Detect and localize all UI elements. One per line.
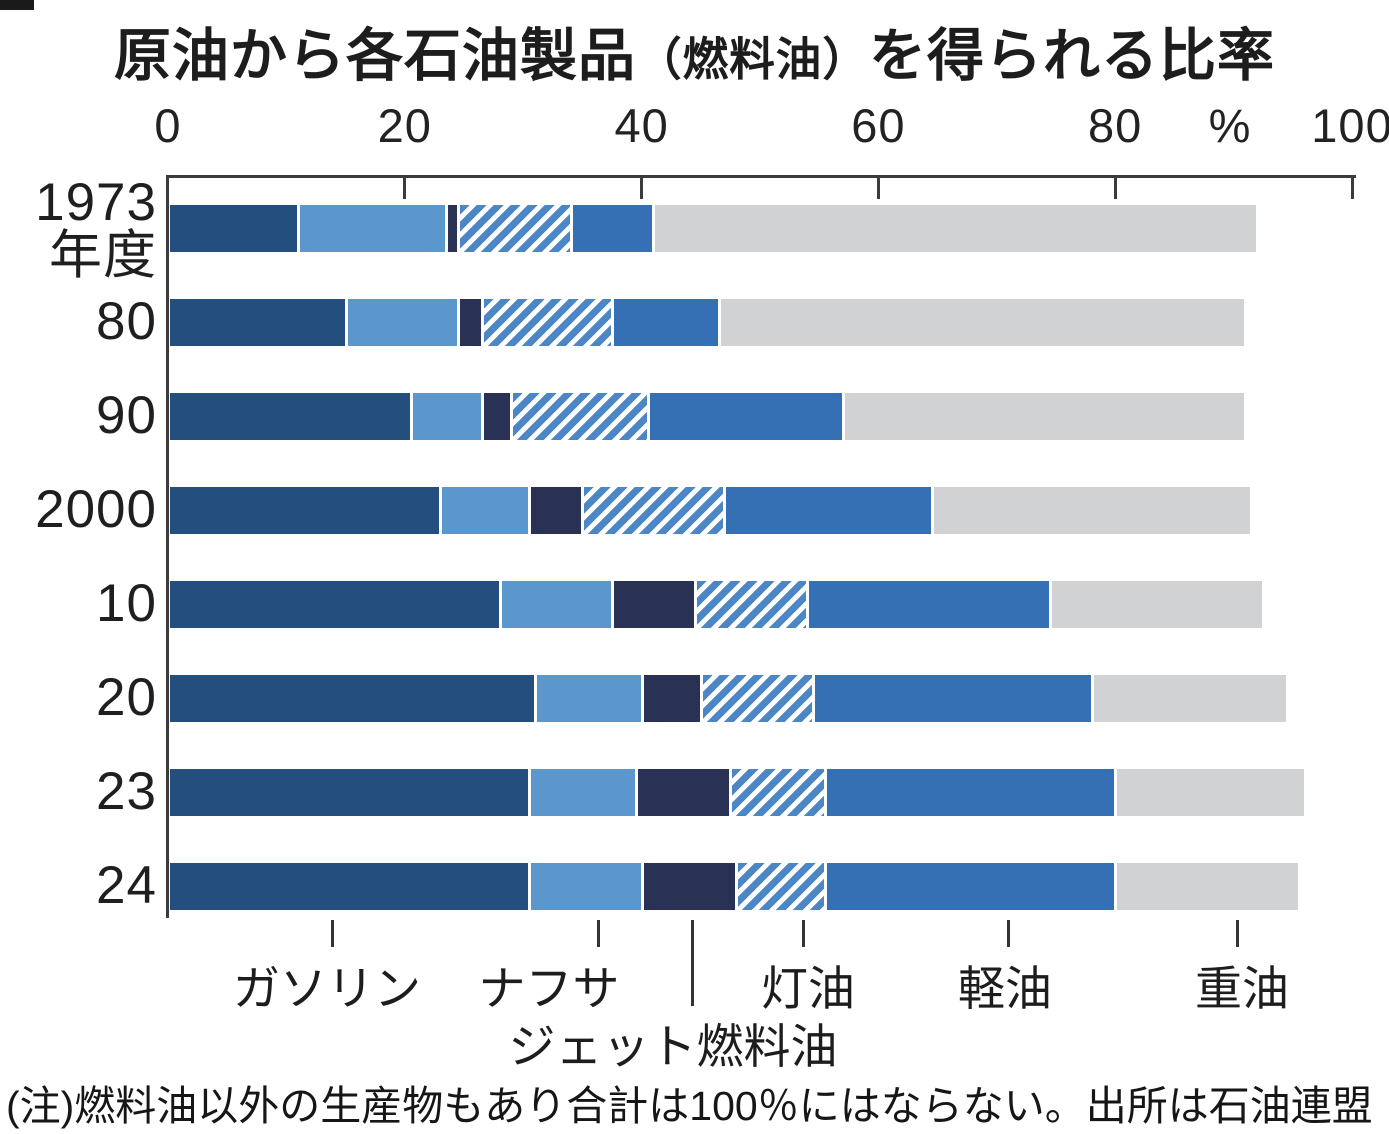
y-category-label: 1973 年度 bbox=[35, 173, 157, 285]
bar-segment-ナフサ bbox=[501, 580, 611, 628]
bar-segment-ガソリン bbox=[170, 204, 298, 252]
chart-title: 原油から各石油製品（燃料油）を得られる比率 bbox=[0, 10, 1389, 92]
x-tick-mark-20 bbox=[403, 178, 407, 199]
x-tick-label-100: 100 bbox=[1311, 99, 1389, 152]
x-tick-label-20: 20 bbox=[377, 99, 432, 152]
bar-segment-軽油 bbox=[827, 768, 1115, 816]
bar-segment-重油 bbox=[1117, 862, 1298, 910]
bar-segment-重油 bbox=[1052, 580, 1263, 628]
bar-segment-灯油 bbox=[738, 862, 825, 910]
y-axis-line bbox=[166, 175, 169, 918]
bar-segment-軽油 bbox=[726, 486, 931, 534]
y-category-label: 23 bbox=[96, 762, 157, 821]
bar-segment-ナフサ bbox=[442, 486, 529, 534]
bar-segment-軽油 bbox=[809, 580, 1050, 628]
bar-segment-ガソリン bbox=[170, 768, 529, 816]
legend-leader-軽油 bbox=[1007, 920, 1010, 947]
x-tick-label-80: 80 bbox=[1088, 99, 1143, 152]
bar-segment-ガソリン bbox=[170, 486, 440, 534]
y-category-label: 2000 bbox=[35, 480, 157, 539]
x-tick-mark-80 bbox=[1113, 178, 1117, 199]
bar-segment-ガソリン bbox=[170, 392, 410, 440]
bar-segment-ジェット燃料油 bbox=[614, 580, 694, 628]
x-tick-label-0: 0 bbox=[154, 99, 182, 152]
bar-segment-ジェット燃料油 bbox=[643, 862, 736, 910]
chart-title-pre: 原油から各石油製品 bbox=[114, 24, 637, 88]
footnote: (注)燃料油以外の生産物もあり合計は100％にはならない。出所は石油連盟 bbox=[6, 1083, 1373, 1129]
bar-segment-灯油 bbox=[732, 768, 825, 816]
bar-segment-ナフサ bbox=[347, 298, 458, 346]
chart-title-paren: （燃料油） bbox=[636, 34, 869, 85]
bar-segment-灯油 bbox=[460, 204, 570, 252]
y-category-label: 10 bbox=[96, 574, 157, 633]
bar-segment-ジェット燃料油 bbox=[643, 674, 700, 722]
bar-segment-重油 bbox=[655, 204, 1257, 252]
legend-leader-ジェット燃料油 bbox=[691, 920, 694, 1006]
y-category-label: 90 bbox=[96, 386, 157, 445]
bar-segment-軽油 bbox=[827, 862, 1115, 910]
x-axis-line bbox=[166, 175, 1356, 178]
bar-segment-ジェット燃料油 bbox=[483, 392, 511, 440]
bar-segment-重油 bbox=[720, 298, 1245, 346]
bar-segment-ナフサ bbox=[412, 392, 481, 440]
scan-artifact bbox=[0, 0, 34, 10]
bar-segment-重油 bbox=[933, 486, 1251, 534]
legend-leader-ガソリン bbox=[331, 920, 334, 947]
x-tick-label-60: 60 bbox=[851, 99, 906, 152]
bar-segment-軽油 bbox=[815, 674, 1091, 722]
legend-leader-重油 bbox=[1236, 920, 1239, 947]
x-tick-mark-60 bbox=[876, 178, 880, 199]
bar-segment-軽油 bbox=[614, 298, 718, 346]
legend-label-軽油: 軽油 bbox=[958, 962, 1052, 1015]
legend-label-ナフサ: ナフサ bbox=[478, 962, 620, 1015]
bar-segment-ガソリン bbox=[170, 862, 529, 910]
bar-segment-ナフサ bbox=[300, 204, 446, 252]
bar-segment-灯油 bbox=[513, 392, 647, 440]
legend-leader-ナフサ bbox=[597, 920, 600, 947]
bar-segment-灯油 bbox=[483, 298, 611, 346]
bar-segment-灯油 bbox=[696, 580, 807, 628]
bar-segment-ナフサ bbox=[531, 862, 641, 910]
bar-segment-重油 bbox=[1117, 768, 1304, 816]
legend-leader-灯油 bbox=[802, 920, 805, 947]
x-tick-mark-100 bbox=[1350, 178, 1354, 199]
y-category-label: 20 bbox=[96, 668, 157, 727]
x-tick-label-40: 40 bbox=[614, 99, 669, 152]
legend-label-灯油: 灯油 bbox=[761, 962, 855, 1015]
bar-segment-ガソリン bbox=[170, 580, 499, 628]
bar-segment-軽油 bbox=[649, 392, 842, 440]
legend-label-ガソリン: ガソリン bbox=[233, 962, 421, 1015]
bar-segment-ガソリン bbox=[170, 298, 345, 346]
y-category-label: 80 bbox=[96, 292, 157, 351]
bar-segment-重油 bbox=[844, 392, 1245, 440]
bar-segment-軽油 bbox=[572, 204, 653, 252]
bar-segment-重油 bbox=[1093, 674, 1286, 722]
bar-segment-ジェット燃料油 bbox=[448, 204, 458, 252]
legend-label-ジェット燃料油: ジェット燃料油 bbox=[508, 1020, 838, 1073]
y-category-label: 24 bbox=[96, 856, 157, 915]
bar-segment-ナフサ bbox=[537, 674, 641, 722]
bar-segment-灯油 bbox=[702, 674, 813, 722]
x-tick-mark-40 bbox=[640, 178, 644, 199]
bar-segment-ナフサ bbox=[531, 768, 635, 816]
chart-title-post: を得られる比率 bbox=[868, 24, 1275, 88]
legend-label-重油: 重油 bbox=[1195, 962, 1289, 1015]
bar-segment-ジェット燃料油 bbox=[637, 768, 730, 816]
bar-segment-灯油 bbox=[584, 486, 724, 534]
axis-percent-label: % bbox=[1208, 99, 1252, 152]
bar-segment-ジェット燃料油 bbox=[460, 298, 481, 346]
bar-segment-ジェット燃料油 bbox=[531, 486, 582, 534]
bar-segment-ガソリン bbox=[170, 674, 535, 722]
